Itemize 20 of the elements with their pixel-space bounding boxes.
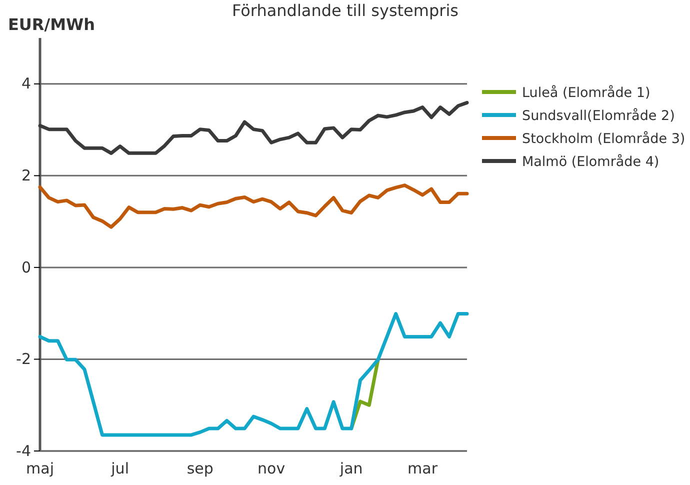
- y-tick-label: 0: [21, 258, 31, 276]
- x-tick-label: mar: [408, 460, 438, 478]
- y-tick-label: 4: [21, 74, 31, 93]
- x-tick-label: jul: [110, 460, 129, 478]
- chart-title: Förhandlande till systempris: [232, 1, 458, 20]
- legend-label: Luleå (Elområde 1): [522, 85, 650, 101]
- x-tick-label: nov: [258, 460, 286, 478]
- y-tick-label: 2: [21, 166, 31, 184]
- legend-label: Stockholm (Elområde 3): [522, 131, 686, 147]
- x-tick-label: jan: [338, 460, 363, 478]
- x-tick-label: maj: [26, 460, 54, 478]
- line-series: [38, 184, 469, 229]
- y-axis-title: EUR/MWh: [8, 15, 96, 34]
- y-tick-label: -2: [16, 350, 31, 368]
- line-series: [38, 312, 469, 437]
- legend-label: Malmö (Elområde 4): [522, 154, 660, 170]
- x-tick-label: sep: [186, 460, 214, 478]
- y-tick-label: -4: [16, 442, 31, 460]
- legend-label: Sundsvall(Elområde 2): [522, 108, 675, 124]
- line-series: [38, 100, 469, 155]
